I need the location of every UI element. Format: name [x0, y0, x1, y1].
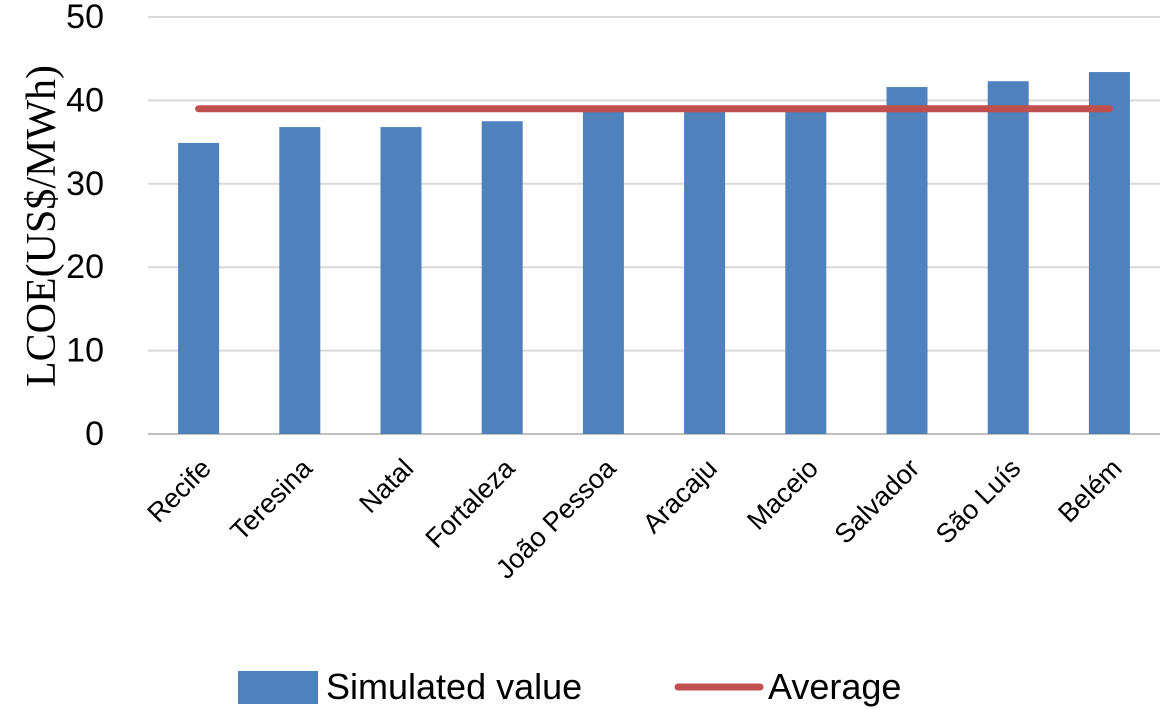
x-category-label: Natal: [353, 453, 419, 519]
x-category-label: Recife: [142, 453, 217, 528]
legend-label-simulated: Simulated value: [326, 666, 582, 707]
x-category-label: São Luís: [930, 453, 1027, 550]
y-tick-label: 50: [66, 0, 104, 36]
bars: [178, 72, 1130, 434]
bar-maceio: [785, 109, 827, 434]
bar-teresina: [279, 127, 321, 434]
x-category-label: Belém: [1052, 453, 1127, 528]
y-axis-ticks: 0 10 20 30 40 50: [66, 0, 104, 453]
x-category-label: Aracaju: [637, 453, 723, 539]
x-category-label: Teresina: [225, 452, 319, 546]
bar-fortaleza: [481, 121, 523, 434]
y-tick-label: 40: [66, 81, 104, 119]
legend: Simulated value Average: [238, 666, 901, 707]
bar-recife: [178, 142, 220, 434]
bar-são-luís: [987, 81, 1029, 434]
bar-belém: [1088, 72, 1130, 434]
bar-aracaju: [684, 111, 726, 434]
legend-swatch-simulated: [238, 671, 318, 704]
y-tick-label: 20: [66, 248, 104, 286]
bar-salvador: [886, 87, 928, 434]
legend-label-average: Average: [768, 666, 901, 707]
y-tick-label: 10: [66, 332, 104, 370]
bar-natal: [380, 127, 422, 434]
bar-joão-pessoa: [582, 111, 624, 434]
y-tick-label: 30: [66, 165, 104, 203]
x-category-label: Salvador: [829, 453, 926, 550]
x-category-label: Fortaleza: [420, 452, 521, 553]
x-category-label: Maceio: [741, 453, 824, 536]
y-axis-label: LCOE(US$/MWh): [19, 65, 65, 387]
y-tick-label: 0: [85, 415, 104, 453]
